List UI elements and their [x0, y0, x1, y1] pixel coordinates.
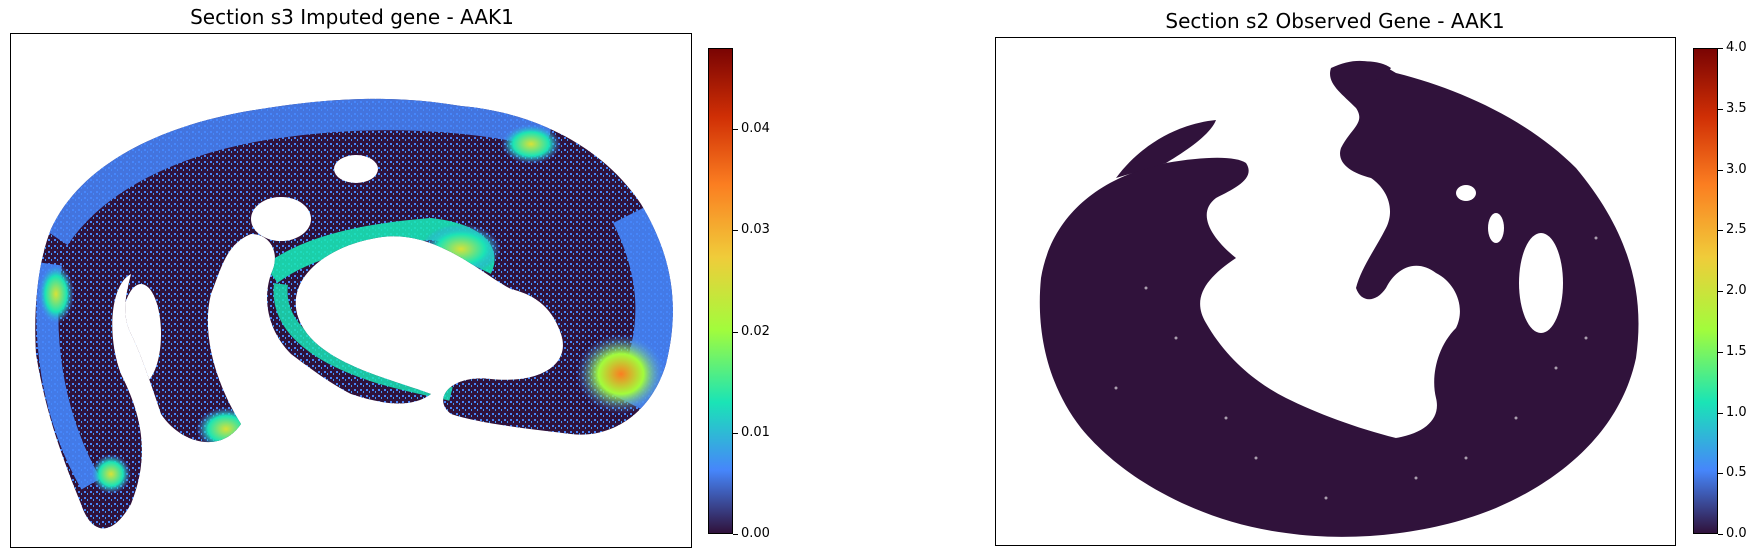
right-heatmap-plot: [995, 37, 1676, 546]
right-colorbar-tick-label: 0.5: [1726, 465, 1747, 480]
left-heatmap-image: [35, 98, 673, 529]
left-colorbar-tick-label: 0.00: [741, 526, 770, 541]
left-chart-title: Section s3 Imputed gene - AAK1: [190, 5, 514, 29]
left-heatmap-plot: [10, 33, 692, 548]
right-colorbar-tick-label: 0.0: [1726, 526, 1747, 541]
right-colorbar-tick-label: 3.5: [1726, 101, 1747, 116]
right-colorbar-tick: [1718, 48, 1723, 49]
left-colorbar-tick-label: 0.04: [741, 121, 770, 136]
left-colorbar-tick: [733, 129, 738, 130]
left-colorbar-tick: [733, 534, 738, 535]
right-colorbar-tick-label: 2.5: [1726, 222, 1747, 237]
right-colorbar-tick: [1718, 109, 1723, 110]
left-colorbar-tick-label: 0.01: [741, 425, 770, 440]
right-colorbar-tick: [1718, 291, 1723, 292]
right-colorbar-tick: [1718, 352, 1723, 353]
left-colorbar: [708, 48, 733, 534]
right-chart-title: Section s2 Observed Gene - AAK1: [1165, 9, 1505, 33]
left-colorbar-tick: [733, 332, 738, 333]
right-heatmap-image: [1039, 60, 1639, 537]
left-colorbar-tick-label: 0.02: [741, 324, 770, 339]
right-colorbar-tick-label: 4.0: [1726, 40, 1747, 55]
right-colorbar: [1693, 48, 1718, 534]
right-colorbar-tick-label: 1.5: [1726, 344, 1747, 359]
right-colorbar-tick: [1718, 534, 1723, 535]
right-colorbar-tick-label: 2.0: [1726, 283, 1747, 298]
right-colorbar-tick: [1718, 230, 1723, 231]
right-colorbar-tick: [1718, 473, 1723, 474]
right-tissue-shape: [1039, 60, 1639, 537]
right-colorbar-tick-label: 3.0: [1726, 162, 1747, 177]
left-colorbar-tick: [733, 230, 738, 231]
right-colorbar-tick: [1718, 413, 1723, 414]
right-colorbar-tick: [1718, 170, 1723, 171]
right-colorbar-tick-label: 1.0: [1726, 405, 1747, 420]
left-colorbar-tick: [733, 433, 738, 434]
left-colorbar-tick-label: 0.03: [741, 222, 770, 237]
